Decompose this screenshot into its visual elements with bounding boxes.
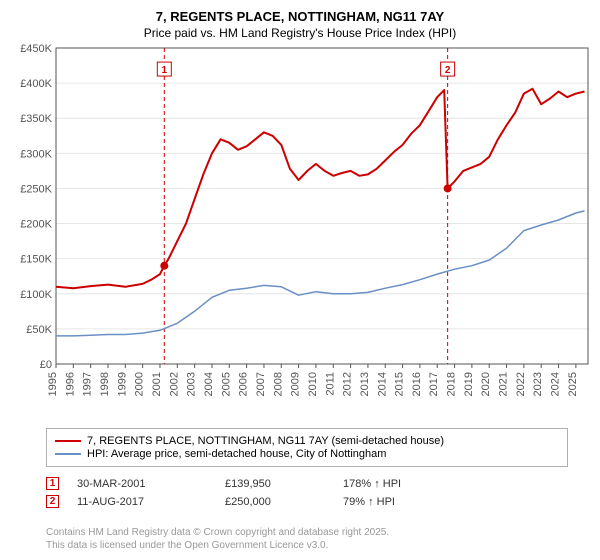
xtick-label: 2013 (359, 372, 371, 396)
xtick-label: 2000 (134, 372, 146, 396)
legend-item: HPI: Average price, semi-detached house,… (55, 448, 559, 460)
xtick-label: 2021 (498, 372, 510, 396)
sales-row: 2 11-AUG-2017 £250,000 79% ↑ HPI (46, 495, 463, 508)
ytick-label: £250K (20, 183, 52, 195)
sale-marker-icon: 2 (46, 495, 59, 508)
sale-pct: 178% ↑ HPI (343, 478, 463, 490)
xtick-label: 2017 (428, 372, 440, 396)
xtick-label: 2008 (272, 372, 284, 396)
ytick-label: £150K (20, 253, 52, 265)
xtick-label: 2022 (515, 372, 527, 396)
xtick-label: 2019 (463, 372, 475, 396)
legend-label: HPI: Average price, semi-detached house,… (87, 448, 386, 460)
sale-price: £139,950 (225, 478, 325, 490)
xtick-label: 2007 (255, 372, 267, 396)
chart-title: 7, REGENTS PLACE, NOTTINGHAM, NG11 7AY (10, 8, 590, 26)
sales-row: 1 30-MAR-2001 £139,950 178% ↑ HPI (46, 477, 463, 490)
series-line (56, 210, 585, 335)
xtick-label: 1998 (99, 372, 111, 396)
ytick-label: £450K (20, 44, 52, 55)
chart-subtitle: Price paid vs. HM Land Registry's House … (10, 26, 590, 40)
xtick-label: 2009 (290, 372, 302, 396)
xtick-label: 2006 (238, 372, 250, 396)
xtick-label: 2023 (532, 372, 544, 396)
sales-table: 1 30-MAR-2001 £139,950 178% ↑ HPI 2 11-AUG-20… (46, 472, 463, 513)
sale-pct: 79% ↑ HPI (343, 496, 463, 508)
ytick-label: £200K (20, 218, 52, 230)
xtick-label: 2010 (307, 372, 319, 396)
legend-swatch (55, 440, 81, 442)
sale-marker-icon: 1 (46, 477, 59, 490)
xtick-label: 1999 (116, 372, 128, 396)
chart-area: £0 £50K £100K £150K £200K £250K £300K £350K £400… (10, 44, 590, 416)
legend-label: 7, REGENTS PLACE, NOTTINGHAM, NG11 7AY (… (87, 435, 444, 447)
xtick-label: 2003 (186, 372, 198, 396)
xtick-label: 1995 (47, 372, 59, 396)
attribution-line2: This data is licensed under the Open Gov… (46, 539, 389, 552)
sale-date: 30-MAR-2001 (77, 478, 207, 490)
chart-svg: £0 £50K £100K £150K £200K £250K £300K £350K £400… (10, 44, 590, 416)
xtick-label: 2004 (203, 372, 215, 396)
legend-item: 7, REGENTS PLACE, NOTTINGHAM, NG11 7AY (… (55, 435, 559, 447)
attribution-line1: Contains HM Land Registry data © Crown c… (46, 526, 389, 539)
xtick-label: 2024 (550, 372, 562, 396)
xtick-label: 2025 (567, 372, 579, 396)
xtick-label: 1996 (64, 372, 76, 396)
ytick-label: £300K (20, 148, 52, 160)
xtick-label: 2014 (376, 372, 388, 396)
xtick-label: 2016 (411, 372, 423, 396)
xtick-label: 2020 (480, 372, 492, 396)
ytick-label: £400K (20, 78, 52, 90)
ytick-label: £100K (20, 288, 52, 300)
xtick-label: 2015 (394, 372, 406, 396)
sale-point (444, 184, 452, 192)
sale-date: 11-AUG-2017 (77, 496, 207, 508)
xtick-label: 2002 (168, 372, 180, 396)
legend-box: 7, REGENTS PLACE, NOTTINGHAM, NG11 7AY (… (46, 428, 568, 467)
ytick-label: £0 (40, 359, 52, 371)
xtick-label: 2001 (151, 372, 163, 396)
sale-point (160, 261, 168, 269)
ytick-label: £50K (26, 323, 52, 335)
sale-marker-label: 1 (162, 65, 168, 76)
xtick-label: 2011 (324, 372, 336, 396)
xtick-label: 2018 (446, 372, 458, 396)
xtick-label: 2012 (342, 372, 354, 396)
sale-marker-label: 2 (445, 65, 451, 76)
xtick-label: 2005 (220, 372, 232, 396)
xtick-label: 1997 (82, 372, 94, 396)
ytick-label: £350K (20, 113, 52, 125)
attribution: Contains HM Land Registry data © Crown c… (46, 526, 389, 552)
legend-swatch (55, 453, 81, 455)
sale-price: £250,000 (225, 496, 325, 508)
